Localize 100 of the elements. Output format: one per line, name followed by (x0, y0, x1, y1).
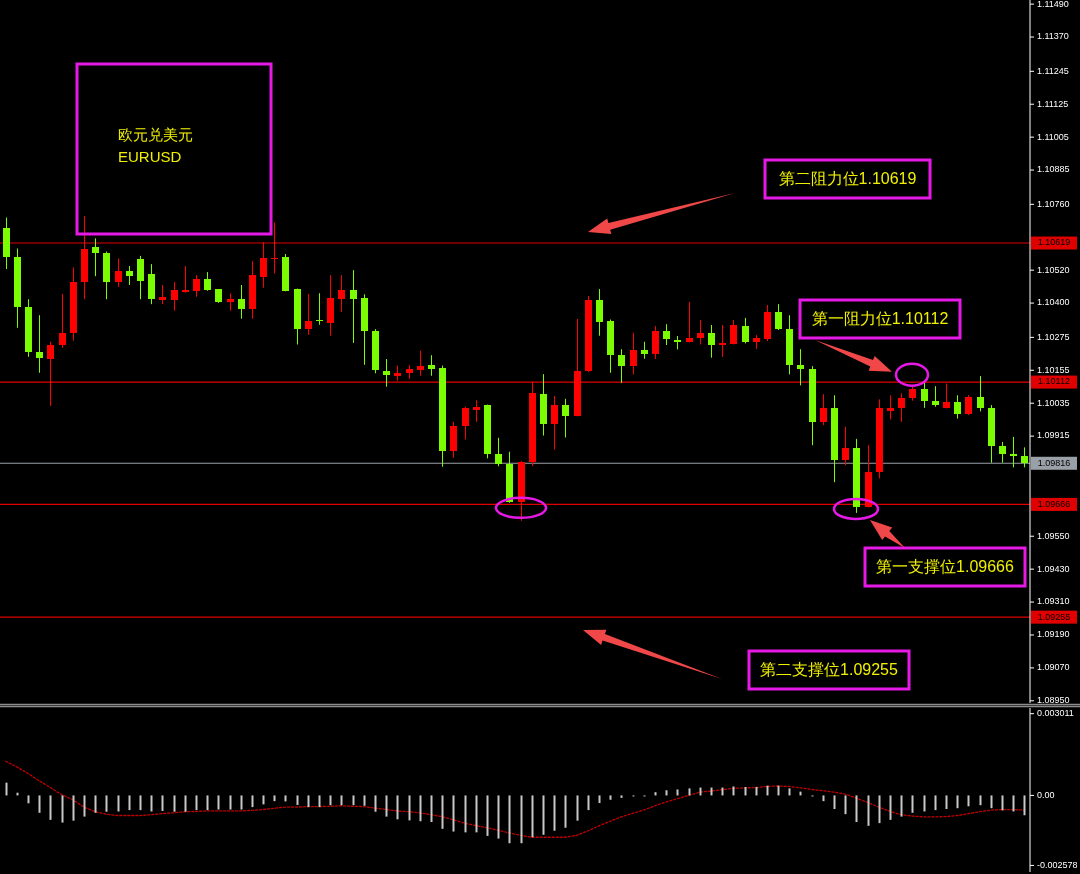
bar (508, 795, 511, 844)
bar (1012, 795, 1015, 812)
bar (520, 795, 523, 844)
bar (1023, 795, 1026, 816)
candlestick (462, 406, 469, 440)
ref-line-label: 1.10112 (1038, 376, 1070, 387)
bar (318, 795, 321, 808)
bar (229, 795, 232, 810)
ref-line-label: 1.09255 (1037, 611, 1071, 622)
candlestick (954, 394, 961, 420)
y-tick-label: 1.10760 (1037, 198, 1070, 209)
y-tick-label: 1.10400 (1037, 297, 1070, 308)
candlestick (977, 375, 984, 412)
bar (967, 795, 970, 807)
bar (150, 795, 153, 812)
candlestick (495, 437, 502, 467)
bar (1001, 795, 1004, 811)
candlestick (618, 348, 625, 384)
candlestick (842, 426, 849, 466)
bar (889, 795, 892, 820)
bar (139, 795, 142, 811)
bar (117, 795, 120, 812)
bar (587, 795, 590, 811)
bar (744, 787, 747, 796)
y-tick-label: 1.11490 (1037, 0, 1069, 9)
annotation: 第二阻力位1.10619 (778, 170, 917, 188)
candlestick (652, 325, 659, 360)
bar (262, 795, 265, 805)
bar (990, 795, 993, 809)
y-tick-label: 1.08950 (1037, 695, 1070, 706)
candlestick (171, 281, 178, 312)
candlestick (473, 399, 480, 423)
bar (531, 795, 534, 838)
candlestick (383, 358, 390, 388)
y-tick-label: 0.003011 (1037, 708, 1074, 719)
candlestick (115, 257, 122, 288)
bar (609, 795, 612, 800)
candlestick (159, 284, 166, 305)
bar (956, 795, 959, 809)
bar (878, 795, 881, 824)
candlestick (898, 392, 905, 423)
bar (49, 795, 52, 820)
candlestick (663, 323, 670, 346)
candlestick (596, 288, 603, 337)
bar (777, 785, 780, 796)
bar (340, 795, 343, 806)
bar (240, 795, 243, 810)
bar (867, 795, 870, 826)
bar (408, 795, 411, 821)
bar (979, 795, 982, 806)
bar (732, 786, 735, 796)
bar (72, 795, 75, 821)
bar (184, 795, 187, 812)
candlestick (126, 265, 133, 286)
candlestick (92, 237, 99, 277)
annotation: 第一支撑位1.09666 (876, 558, 1015, 576)
bar (676, 789, 679, 796)
bar (497, 795, 500, 839)
text: 欧元兑美元 (118, 126, 193, 143)
annotation: 第二支撑位1.09255 (760, 661, 899, 679)
bar (464, 795, 467, 833)
y-tick-label: -0.002578 (1037, 859, 1078, 870)
bar (251, 795, 254, 808)
candlestick (305, 293, 312, 336)
candlestick (562, 398, 569, 438)
bar (385, 795, 388, 817)
candlestick (775, 303, 782, 331)
candlestick (417, 350, 424, 377)
bar (27, 795, 30, 804)
candlestick (428, 354, 435, 377)
bar (195, 795, 198, 811)
bar (766, 785, 769, 796)
bar (441, 795, 444, 829)
bar (94, 795, 97, 813)
candlestick (943, 382, 950, 409)
bar (83, 795, 86, 817)
y-tick-label: 0.00 (1037, 789, 1055, 800)
candlestick (921, 380, 928, 409)
bar (363, 795, 366, 806)
y-tick-label: 1.10035 (1037, 397, 1070, 408)
bar (553, 795, 556, 831)
bar (911, 795, 914, 813)
y-tick-label: 1.09070 (1037, 662, 1070, 673)
bar (576, 795, 579, 821)
bar (833, 795, 836, 810)
candlestick (59, 293, 66, 349)
candlestick (350, 269, 357, 344)
candlestick (551, 395, 558, 451)
bar (307, 795, 310, 808)
candlestick (238, 284, 245, 320)
candlestick (1010, 436, 1017, 468)
candlestick (965, 394, 972, 416)
line-series (4, 760, 1026, 838)
y-tick-label: 1.10155 (1037, 364, 1070, 375)
candlestick (820, 393, 827, 426)
bar (419, 795, 422, 822)
bar (374, 795, 377, 812)
bar (945, 795, 948, 810)
bar (598, 795, 601, 804)
candlestick (719, 324, 726, 358)
